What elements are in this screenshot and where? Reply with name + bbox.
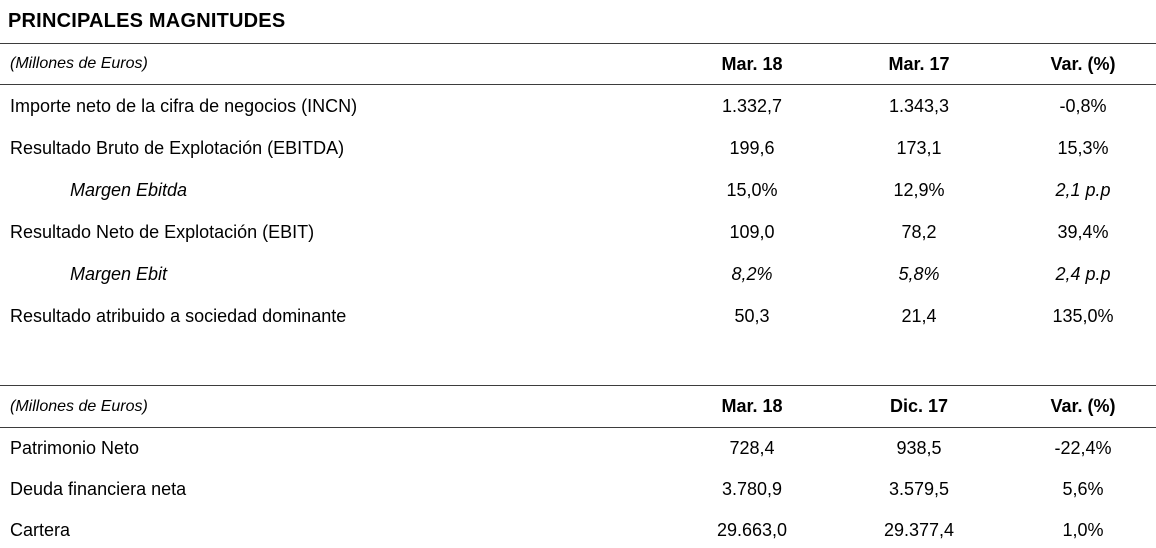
table-row-ebit: Resultado Neto de Explotación (EBIT) 109… (0, 211, 1156, 253)
table-row-patrimonio-neto: Patrimonio Neto 728,4 938,5 -22,4% (0, 428, 1156, 470)
cell-value: 39,4% (1057, 221, 1109, 242)
cell-value: -0,8% (1059, 95, 1107, 116)
units-label: (Millones de Euros) (0, 43, 676, 85)
column-header-dic17: Dic. 17 (828, 385, 1010, 428)
row-label: Margen Ebitda (70, 179, 188, 200)
cell-value: 2,1 p.p (1055, 179, 1111, 200)
cell-value: 173,1 (896, 137, 942, 158)
income-statement-table: (Millones de Euros) Mar. 18 Mar. 17 Var.… (0, 43, 1156, 337)
cell-value: 2,4 p.p (1055, 263, 1111, 284)
cell-value: 12,9% (893, 179, 945, 200)
cell-value: 3.579,5 (888, 479, 950, 499)
row-label: Resultado atribuido a sociedad dominante (10, 305, 347, 326)
table-row-incn: Importe neto de la cifra de negocios (IN… (0, 85, 1156, 128)
cell-value: 78,2 (901, 221, 937, 242)
cell-value: 109,0 (729, 221, 775, 242)
row-label: Resultado Bruto de Explotación (EBITDA) (10, 137, 345, 158)
cell-value: 15,3% (1057, 137, 1109, 158)
table-row-resultado-atribuido: Resultado atribuido a sociedad dominante… (0, 295, 1156, 337)
cell-value: 728,4 (729, 438, 775, 458)
table-row-margen-ebitda: Margen Ebitda 15,0% 12,9% 2,1 p.p (0, 169, 1156, 211)
column-header-mar18: Mar. 18 (676, 385, 828, 428)
row-label: Deuda financiera neta (10, 479, 187, 499)
cell-value: -22,4% (1054, 438, 1112, 458)
cell-value: 3.780,9 (721, 479, 783, 499)
row-label: Patrimonio Neto (10, 438, 140, 458)
cell-value: 50,3 (734, 305, 770, 326)
cell-value: 135,0% (1052, 305, 1114, 326)
table-row-margen-ebit: Margen Ebit 8,2% 5,8% 2,4 p.p (0, 253, 1156, 295)
balance-sheet-table: (Millones de Euros) Mar. 18 Dic. 17 Var.… (0, 385, 1156, 548)
table-row-deuda-financiera: Deuda financiera neta 3.780,9 3.579,5 5,… (0, 469, 1156, 510)
cell-value: 1.343,3 (888, 95, 950, 116)
page-title: PRINCIPALES MAGNITUDES (8, 10, 286, 32)
units-label: (Millones de Euros) (0, 385, 676, 428)
row-label: Importe neto de la cifra de negocios (IN… (10, 95, 358, 116)
cell-value: 29.663,0 (716, 520, 788, 540)
column-header-mar18: Mar. 18 (676, 43, 828, 85)
column-header-var: Var. (%) (1010, 385, 1156, 428)
cell-value: 5,6% (1062, 479, 1104, 499)
cell-value: 29.377,4 (883, 520, 955, 540)
cell-value: 15,0% (726, 179, 778, 200)
balance-table-header-row: (Millones de Euros) Mar. 18 Dic. 17 Var.… (0, 385, 1156, 428)
table-row-cartera: Cartera 29.663,0 29.377,4 1,0% (0, 510, 1156, 548)
cell-value: 21,4 (901, 305, 937, 326)
row-label: Cartera (10, 520, 71, 540)
cell-value: 8,2% (731, 263, 773, 284)
cell-value: 938,5 (896, 438, 942, 458)
income-table-header-row: (Millones de Euros) Mar. 18 Mar. 17 Var.… (0, 43, 1156, 85)
cell-value: 1.332,7 (721, 95, 783, 116)
cell-value: 199,6 (729, 137, 775, 158)
row-label: Margen Ebit (70, 263, 168, 284)
row-label: Resultado Neto de Explotación (EBIT) (10, 221, 315, 242)
column-header-var: Var. (%) (1010, 43, 1156, 85)
cell-value: 1,0% (1062, 520, 1104, 540)
column-header-mar17: Mar. 17 (828, 43, 1010, 85)
table-row-ebitda: Resultado Bruto de Explotación (EBITDA) … (0, 127, 1156, 169)
cell-value: 5,8% (898, 263, 940, 284)
